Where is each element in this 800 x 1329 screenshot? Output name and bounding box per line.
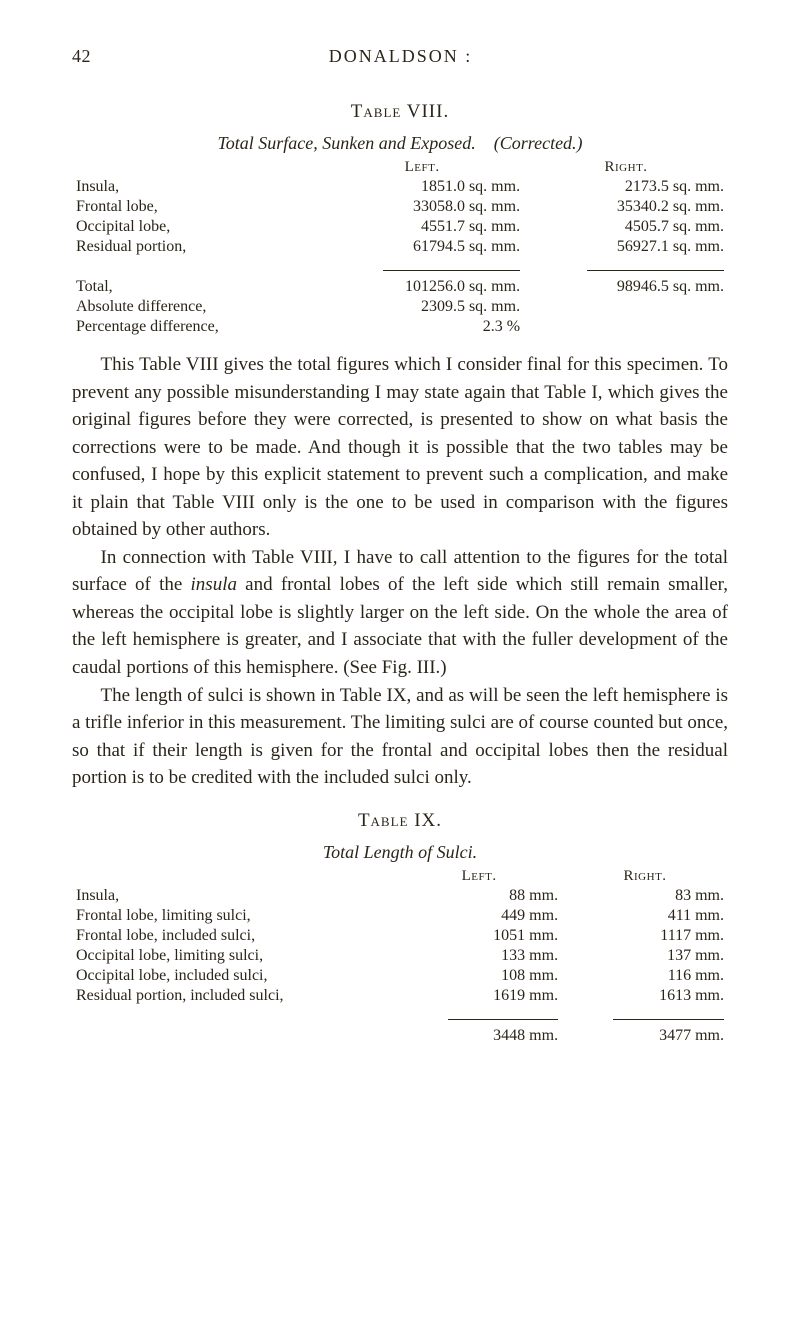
row-left: 33058.0 sq. mm. [320,197,524,217]
row-left: 108 mm. [396,966,562,986]
row-left: 1851.0 sq. mm. [320,177,524,197]
table8: Left. Right. Insula, 1851.0 sq. mm. 2173… [72,158,728,337]
row-left: 133 mm. [396,946,562,966]
table-row: Residual portion, 61794.5 sq. mm. 56927.… [72,237,728,257]
table-row: Occipital lobe, included sulci, 108 mm. … [72,966,728,986]
table-row: Insula, 88 mm. 83 mm. [72,886,728,906]
absdiff-label: Absolute difference, [72,297,320,317]
table-row: Frontal lobe, limiting sulci, 449 mm. 41… [72,906,728,926]
pctdiff-label: Percentage difference, [72,317,320,337]
table8-head-left: Left. [320,158,524,177]
running-author: DONALDSON : [91,46,710,67]
page-number: 42 [72,46,91,67]
row-left: 88 mm. [396,886,562,906]
paragraph-1: This Table VIII gives the total figures … [72,351,728,544]
page: 42 DONALDSON : Table VIII. Total Surface… [0,0,800,1329]
row-label: Residual portion, included sulci, [72,986,396,1006]
row-left: 1051 mm. [396,926,562,946]
table8-total-row: Total, 101256.0 sq. mm. 98946.5 sq. mm. [72,277,728,297]
row-label: Residual portion, [72,237,320,257]
table9-caption: Table IX. [72,810,728,832]
row-left: 449 mm. [396,906,562,926]
table-row: Insula, 1851.0 sq. mm. 2173.5 sq. mm. [72,177,728,197]
table9-total-row: 3448 mm. 3477 mm. [72,1026,728,1046]
paragraph-3: The length of sulci is shown in Table IX… [72,682,728,792]
row-label: Occipital lobe, [72,217,320,237]
row-right: 35340.2 sq. mm. [524,197,728,217]
table8-rule [72,257,728,277]
table9-head-left: Left. [396,867,562,886]
table8-pctdiff-row: Percentage difference, 2.3 % [72,317,728,337]
total-left: 101256.0 sq. mm. [320,277,524,297]
total-left: 3448 mm. [396,1026,562,1046]
table8-caption: Table VIII. [72,101,728,123]
paragraph-2: In connection with Table VIII, I have to… [72,544,728,682]
row-label: Occipital lobe, included sulci, [72,966,396,986]
table-row: Frontal lobe, 33058.0 sq. mm. 35340.2 sq… [72,197,728,217]
total-right: 3477 mm. [562,1026,728,1046]
table9-rule [72,1006,728,1026]
table8-subcaption-left: Total Surface, Sunken and Exposed. [217,133,475,153]
table8-col-heads: Left. Right. [72,158,728,177]
row-right: 116 mm. [562,966,728,986]
table9-col-heads: Left. Right. [72,867,728,886]
table-row: Frontal lobe, included sulci, 1051 mm. 1… [72,926,728,946]
row-right: 1613 mm. [562,986,728,1006]
row-right: 56927.1 sq. mm. [524,237,728,257]
row-right: 2173.5 sq. mm. [524,177,728,197]
table9-subcaption: Total Length of Sulci. [72,842,728,863]
table-row: Residual portion, included sulci, 1619 m… [72,986,728,1006]
row-right: 411 mm. [562,906,728,926]
row-right: 1117 mm. [562,926,728,946]
row-label: Frontal lobe, included sulci, [72,926,396,946]
para2-insula: insula [191,574,237,595]
spacer [710,46,728,67]
row-label: Occipital lobe, limiting sulci, [72,946,396,966]
row-right: 4505.7 sq. mm. [524,217,728,237]
row-right: 137 mm. [562,946,728,966]
absdiff-left: 2309.5 sq. mm. [320,297,524,317]
table8-head-right: Right. [524,158,728,177]
total-right: 98946.5 sq. mm. [524,277,728,297]
table-row: Occipital lobe, 4551.7 sq. mm. 4505.7 sq… [72,217,728,237]
row-left: 1619 mm. [396,986,562,1006]
row-label: Insula, [72,177,320,197]
running-head: 42 DONALDSON : [72,46,728,67]
table9: Left. Right. Insula, 88 mm. 83 mm. Front… [72,867,728,1046]
row-label: Frontal lobe, [72,197,320,217]
table8-subcaption-right: (Corrected.) [494,133,583,153]
table9-head-right: Right. [562,867,728,886]
pctdiff-left: 2.3 % [320,317,524,337]
row-left: 61794.5 sq. mm. [320,237,524,257]
table8-subcaption: Total Surface, Sunken and Exposed. (Corr… [72,133,728,154]
row-label: Insula, [72,886,396,906]
row-right: 83 mm. [562,886,728,906]
total-label: Total, [72,277,320,297]
row-left: 4551.7 sq. mm. [320,217,524,237]
table8-absdiff-row: Absolute difference, 2309.5 sq. mm. [72,297,728,317]
row-label: Frontal lobe, limiting sulci, [72,906,396,926]
table-row: Occipital lobe, limiting sulci, 133 mm. … [72,946,728,966]
